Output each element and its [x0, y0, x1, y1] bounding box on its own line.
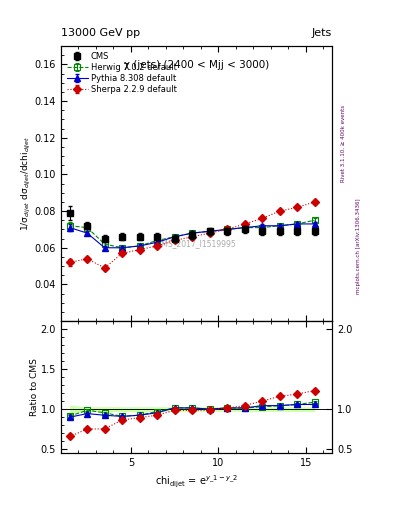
Y-axis label: Ratio to CMS: Ratio to CMS [30, 358, 39, 416]
Y-axis label: 1/σ$_{dijet}$ dσ$_{dijet}$/dchi$_{dijet}$: 1/σ$_{dijet}$ dσ$_{dijet}$/dchi$_{dijet}… [20, 136, 33, 231]
Text: mcplots.cern.ch [arXiv:1306.3436]: mcplots.cern.ch [arXiv:1306.3436] [356, 198, 361, 293]
Text: Jets: Jets [312, 28, 332, 38]
Text: CMS_2017_I1519995: CMS_2017_I1519995 [157, 240, 236, 249]
Text: χ (jets) (2400 < Mjj < 3000): χ (jets) (2400 < Mjj < 3000) [124, 60, 269, 70]
Text: Rivet 3.1.10, ≥ 400k events: Rivet 3.1.10, ≥ 400k events [341, 105, 346, 182]
X-axis label: chi$_{\mathregular{dijet}}$ = e$^{y\_1-y\_2}$: chi$_{\mathregular{dijet}}$ = e$^{y\_1-y… [155, 474, 238, 490]
Text: 13000 GeV pp: 13000 GeV pp [61, 28, 140, 38]
Legend: CMS, Herwig 7.0.2 default, Pythia 8.308 default, Sherpa 2.2.9 default: CMS, Herwig 7.0.2 default, Pythia 8.308 … [64, 50, 179, 97]
